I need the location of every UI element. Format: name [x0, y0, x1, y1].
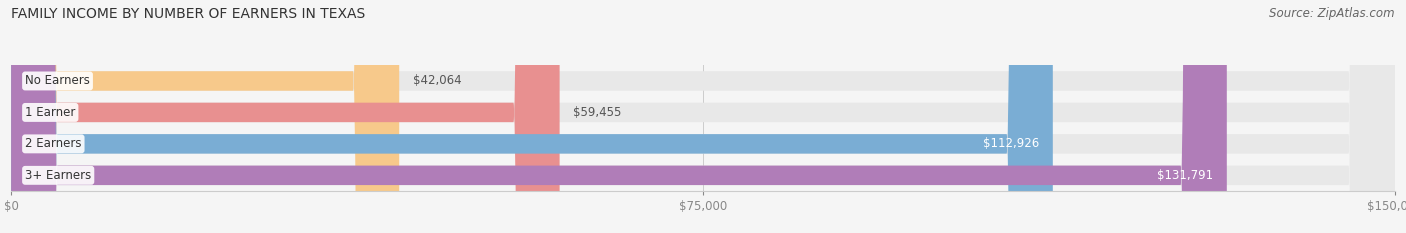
Text: 2 Earners: 2 Earners: [25, 137, 82, 150]
FancyBboxPatch shape: [11, 0, 1395, 233]
FancyBboxPatch shape: [11, 0, 1053, 233]
FancyBboxPatch shape: [11, 0, 1395, 233]
Text: No Earners: No Earners: [25, 75, 90, 87]
Text: $59,455: $59,455: [574, 106, 621, 119]
Text: FAMILY INCOME BY NUMBER OF EARNERS IN TEXAS: FAMILY INCOME BY NUMBER OF EARNERS IN TE…: [11, 7, 366, 21]
Text: $131,791: $131,791: [1157, 169, 1213, 182]
Text: 3+ Earners: 3+ Earners: [25, 169, 91, 182]
FancyBboxPatch shape: [11, 0, 1227, 233]
FancyBboxPatch shape: [11, 0, 399, 233]
Text: $112,926: $112,926: [983, 137, 1039, 150]
FancyBboxPatch shape: [11, 0, 1395, 233]
Text: Source: ZipAtlas.com: Source: ZipAtlas.com: [1270, 7, 1395, 20]
FancyBboxPatch shape: [11, 0, 1395, 233]
Text: 1 Earner: 1 Earner: [25, 106, 76, 119]
Text: $42,064: $42,064: [413, 75, 461, 87]
FancyBboxPatch shape: [11, 0, 560, 233]
